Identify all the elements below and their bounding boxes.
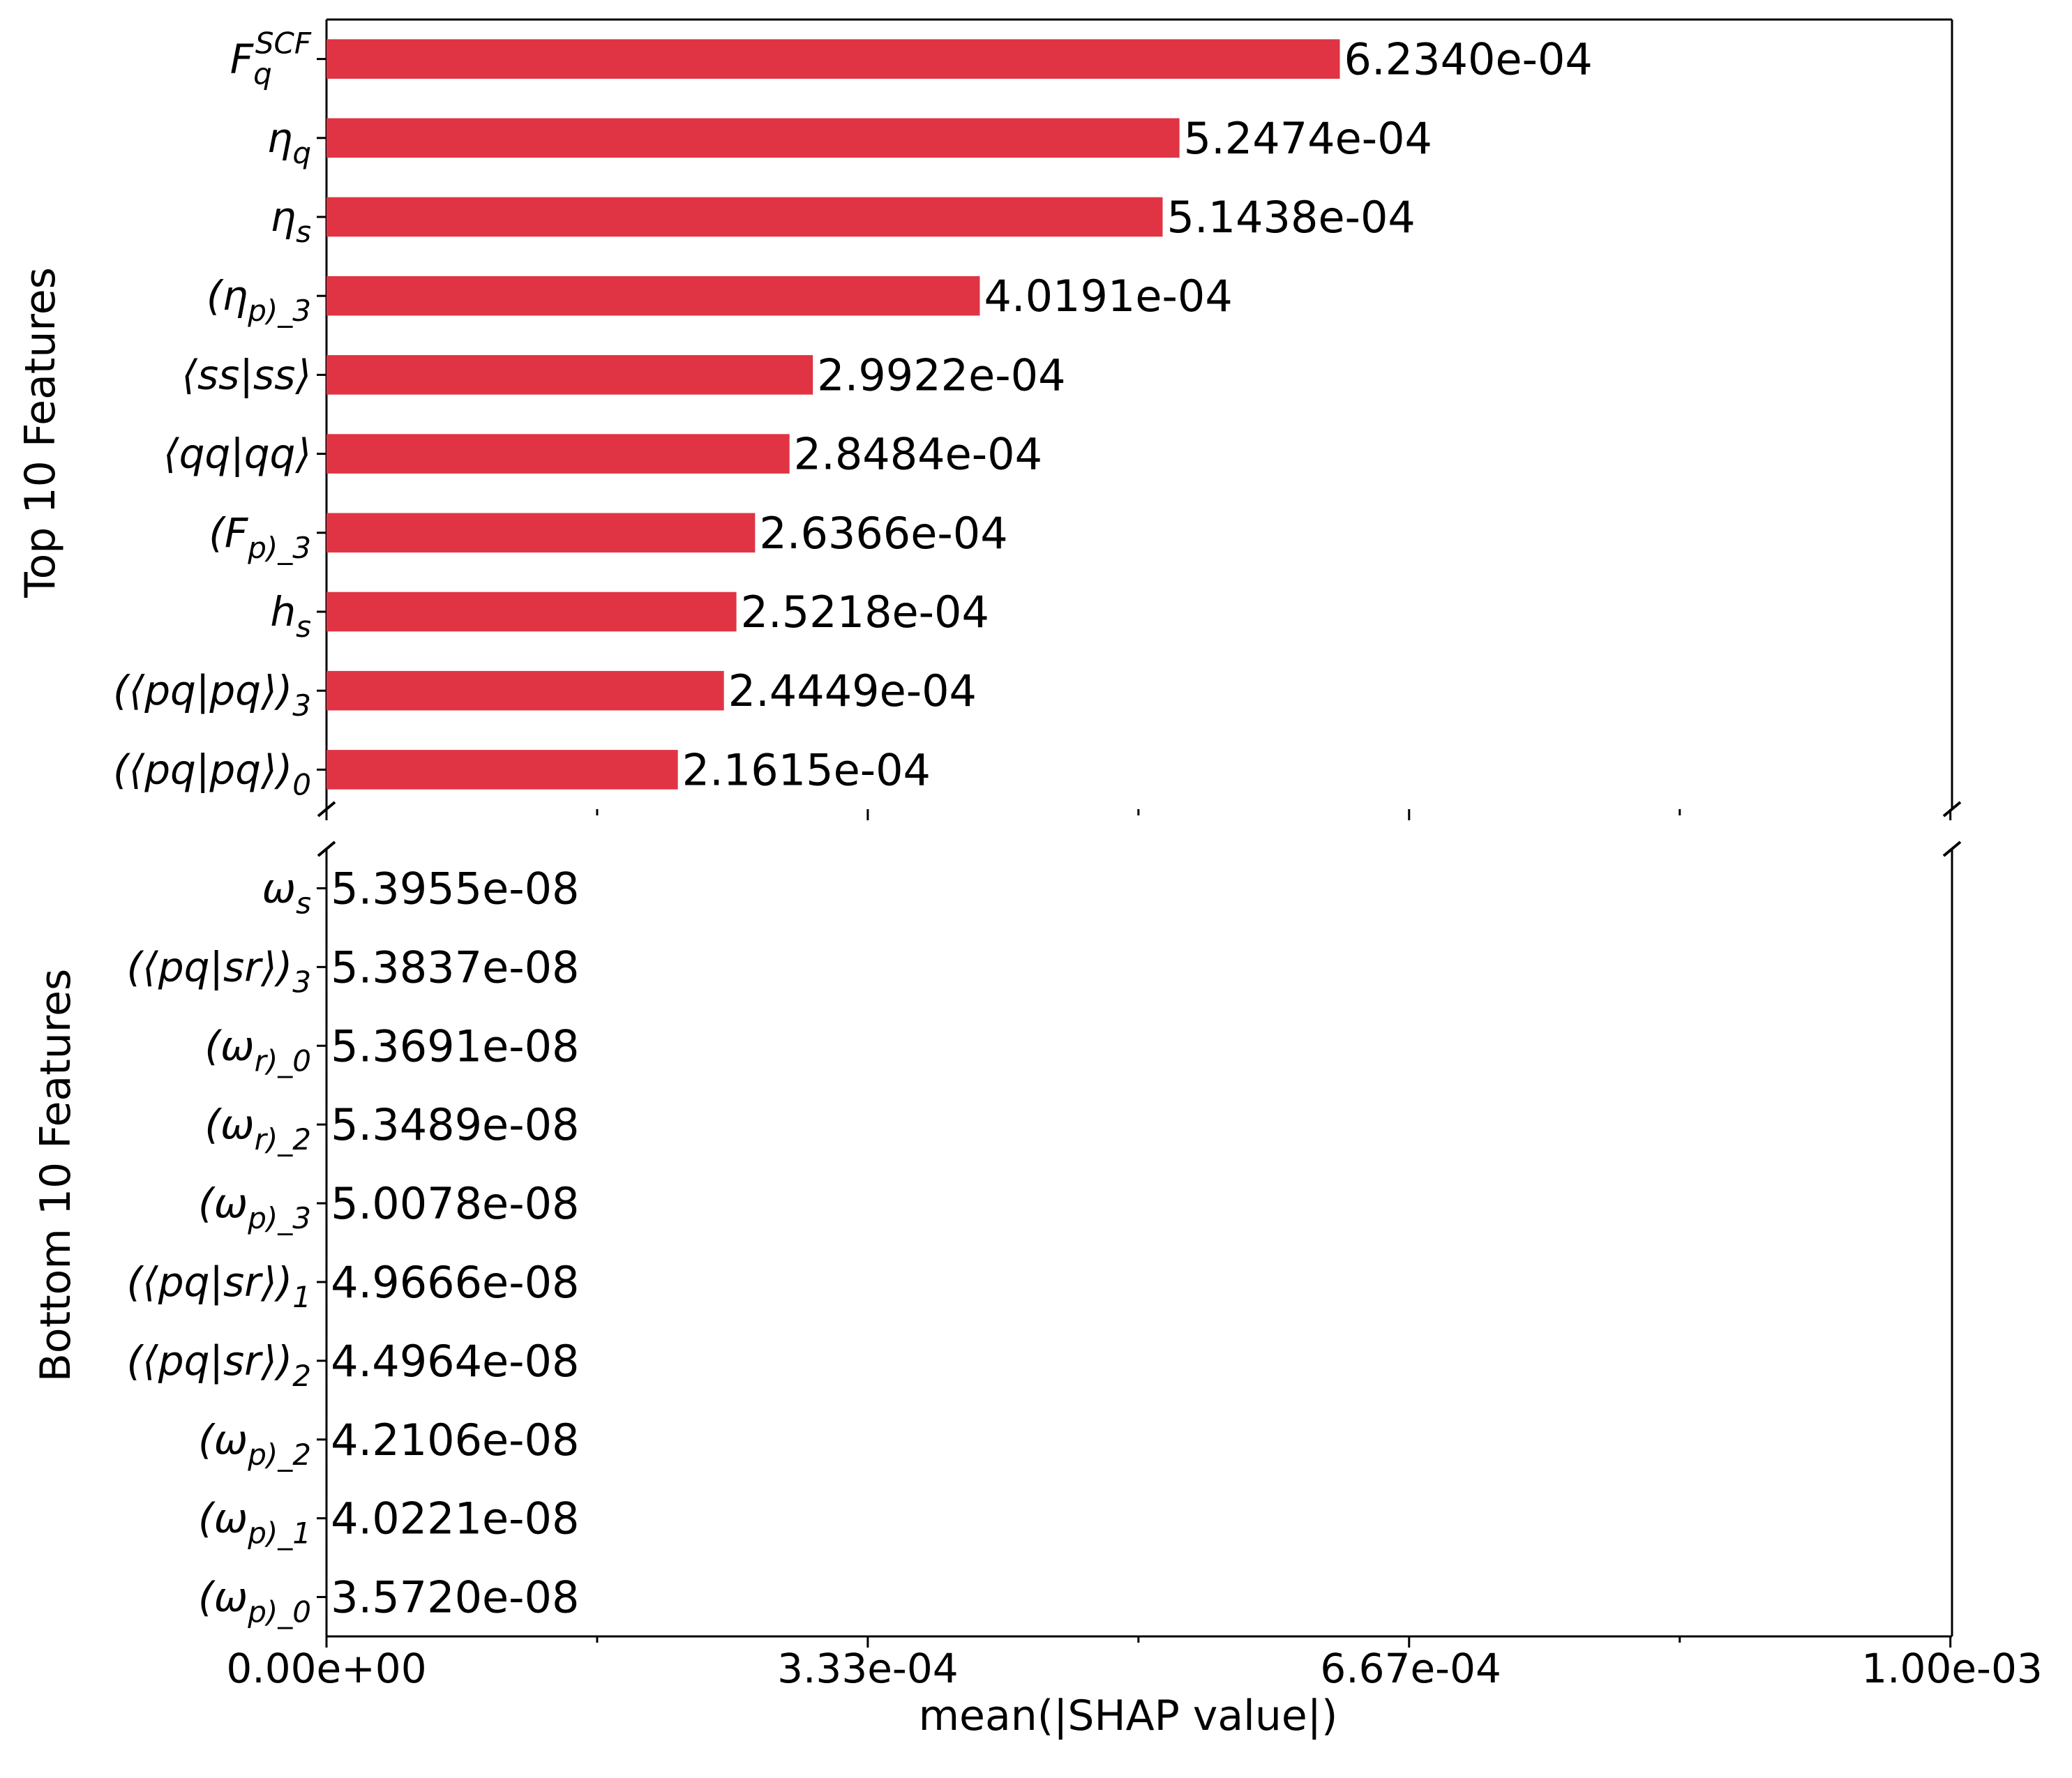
value-label: 4.0221e-08 — [331, 1493, 579, 1544]
category-label: (ωr)_0 — [204, 1022, 311, 1078]
x-tick-label: 0.00e+00 — [226, 1645, 426, 1692]
value-label: 2.1615e-04 — [682, 744, 931, 795]
category-label: hs — [270, 588, 311, 644]
x-tick-label: 1.00e-03 — [1861, 1645, 2043, 1692]
category-label: (ωp)_3 — [198, 1180, 311, 1235]
bar — [326, 592, 737, 632]
value-label: 5.1438e-04 — [1167, 192, 1416, 243]
break-mark — [1942, 801, 1962, 818]
x-axis-label: mean(|SHAP value|) — [919, 1692, 1338, 1740]
bar — [326, 276, 980, 316]
break-mark — [1942, 841, 1962, 857]
value-label: 4.9666e-08 — [331, 1257, 579, 1308]
value-label: 4.2106e-08 — [331, 1415, 579, 1466]
bar — [326, 513, 756, 553]
category-label: (ωp)_2 — [198, 1416, 311, 1472]
category-label: ωs — [262, 864, 311, 920]
bar — [326, 118, 1180, 158]
category-label: (ωp)_0 — [198, 1574, 311, 1629]
bar — [326, 434, 790, 474]
x-tick-label: 6.67e-04 — [1320, 1645, 1501, 1692]
value-label: 2.8484e-04 — [794, 429, 1042, 480]
category-label: ⟨qq|qq⟩ — [163, 430, 311, 478]
break-mark — [317, 801, 336, 818]
category-label: (⟨pq|sr⟩)3 — [127, 943, 311, 999]
value-label: 4.0191e-04 — [984, 271, 1232, 322]
value-label: 2.9922e-04 — [817, 349, 1065, 400]
category-label: (Fp)_3 — [209, 509, 311, 565]
bar — [326, 750, 678, 790]
value-label: 2.4449e-04 — [728, 665, 977, 716]
bottom-y-axis-label: Bottom 10 Features — [31, 969, 80, 1383]
bar — [326, 355, 813, 395]
bottom-features-panel: ωs 5.3955e-08 (⟨pq|sr⟩)3 5.3837e-08 (ωr)_0 5.… — [127, 849, 1953, 1648]
category-label: ⟨ss|ss⟩ — [181, 351, 311, 398]
value-label: 5.3837e-08 — [331, 942, 579, 993]
category-label: (ηp)_3 — [207, 272, 311, 328]
value-label: 2.5218e-04 — [741, 587, 989, 638]
value-label: 2.6366e-04 — [759, 508, 1007, 559]
break-mark — [317, 841, 336, 857]
value-label: 4.4964e-08 — [331, 1336, 579, 1387]
category-label: (⟨pq|pq⟩)3 — [113, 667, 311, 723]
top-y-axis-label: Top 10 Features — [16, 267, 65, 598]
value-label: 5.3955e-08 — [331, 863, 579, 914]
x-axis: 0.00e+00 3.33e-04 6.67e-04 1.00e-03 — [226, 1645, 2042, 1692]
value-label: 5.3691e-08 — [331, 1020, 579, 1071]
bar — [326, 670, 724, 711]
category-label: (⟨pq|sr⟩)1 — [127, 1258, 311, 1314]
value-label: 3.5720e-08 — [331, 1572, 579, 1623]
bar — [326, 197, 1163, 237]
x-tick-label: 3.33e-04 — [777, 1645, 959, 1692]
value-label: 6.2340e-04 — [1344, 34, 1593, 85]
value-label: 5.3489e-08 — [331, 1099, 579, 1150]
top-features-panel: FqSCF 6.2340e-04 ηq 5.2474e-04 ηs 5.1438e-04 (… — [113, 18, 1953, 820]
axis-break-marks — [317, 801, 1962, 857]
category-label: (⟨pq|pq⟩)0 — [113, 746, 311, 801]
bar — [326, 39, 1340, 79]
value-label: 5.0078e-08 — [331, 1178, 579, 1229]
category-label: ηq — [267, 114, 311, 170]
category-label: (ωr)_2 — [204, 1101, 311, 1157]
category-label: ηs — [270, 193, 311, 249]
value-label: 5.2474e-04 — [1184, 113, 1432, 164]
category-label: (ωp)_1 — [198, 1495, 311, 1551]
category-label: FqSCF — [230, 27, 312, 91]
category-label: (⟨pq|sr⟩)2 — [127, 1337, 311, 1393]
